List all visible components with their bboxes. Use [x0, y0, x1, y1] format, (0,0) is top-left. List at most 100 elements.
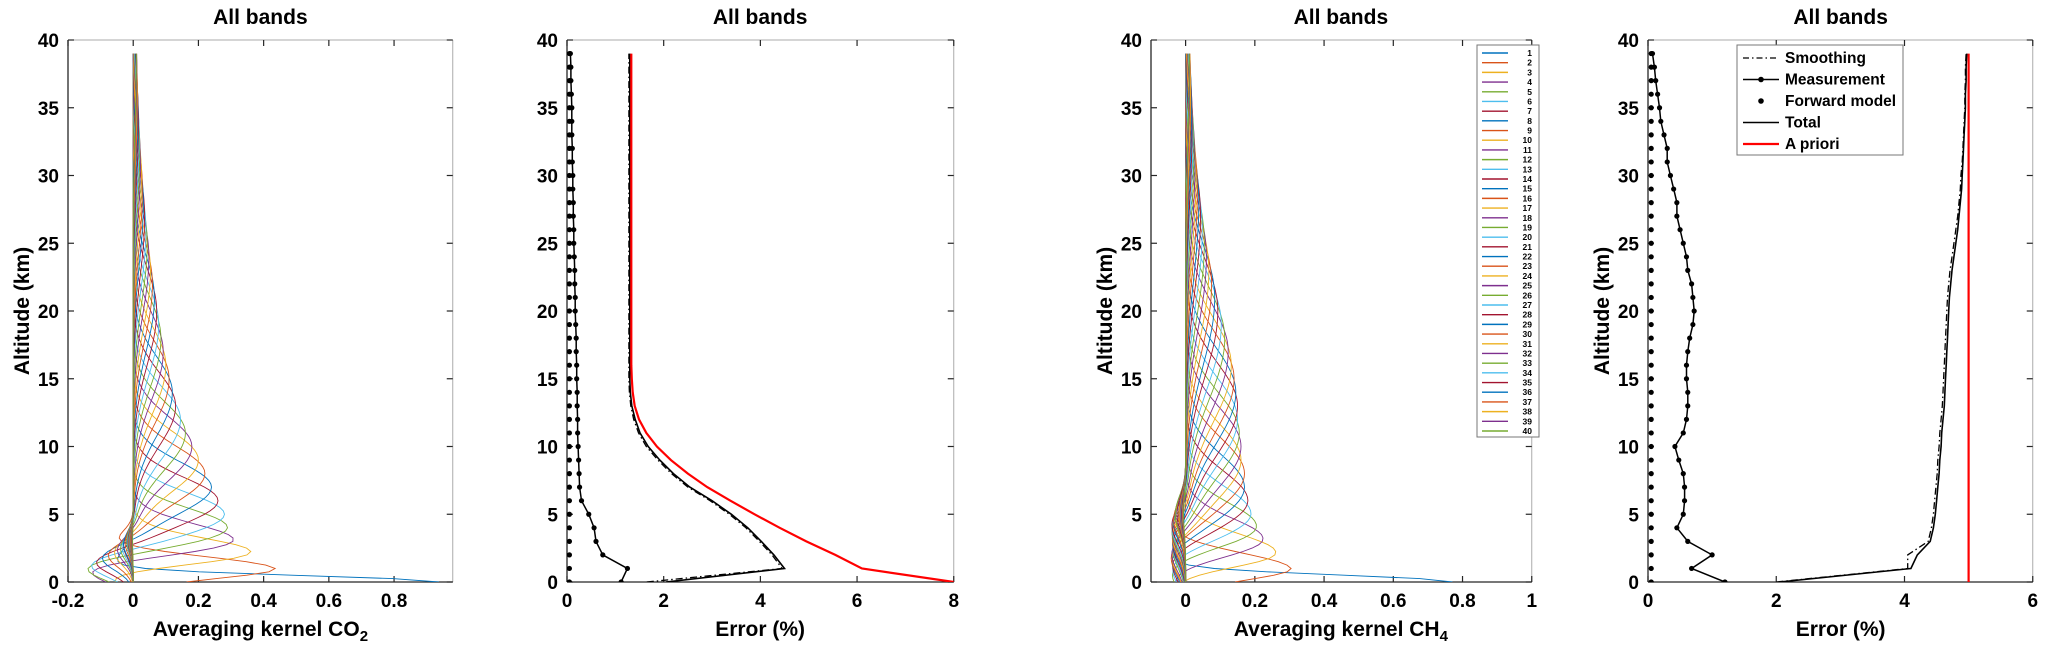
series-forward-model-dot — [1648, 200, 1655, 206]
kernel-curves — [87, 53, 439, 582]
x-axis-label: Averaging kernel CO2 — [68, 618, 453, 645]
series-forward-model-dot — [566, 538, 572, 544]
series-forward-model-dot — [566, 416, 572, 422]
x-axis-label-text: Error (%) — [1795, 618, 1886, 641]
plot-box — [67, 39, 454, 583]
series-forward-model-dot — [1648, 362, 1655, 368]
series-forward-model-dot — [566, 565, 572, 572]
series-forward-model-dot — [566, 227, 572, 233]
svg-text:4: 4 — [1899, 591, 1910, 612]
svg-text:25: 25 — [537, 234, 559, 255]
series-forward-model-dot — [1648, 430, 1655, 436]
svg-text:40: 40 — [537, 31, 558, 52]
svg-text:25: 25 — [1120, 234, 1142, 255]
svg-text:4: 4 — [1527, 77, 1532, 87]
svg-text:20: 20 — [1618, 302, 1639, 323]
svg-text:0.2: 0.2 — [1241, 591, 1267, 612]
svg-text:35: 35 — [1618, 99, 1640, 120]
svg-text:17: 17 — [1522, 203, 1532, 213]
svg-text:39: 39 — [1522, 416, 1532, 426]
svg-text:10: 10 — [1522, 135, 1532, 145]
svg-text:1: 1 — [1526, 591, 1537, 612]
svg-text:Measurement: Measurement — [1785, 72, 1885, 89]
chart-title: All bands — [712, 6, 808, 29]
series-forward-model-dot — [1648, 50, 1655, 57]
svg-text:7: 7 — [1527, 106, 1532, 116]
series-forward-model-dot — [1648, 525, 1655, 531]
svg-text:0: 0 — [561, 591, 572, 612]
series-forward-model-dot — [566, 159, 572, 165]
series-legend: Smoothing Measurement Forward model Total A … — [1736, 44, 1904, 156]
series-forward-model-dot — [566, 267, 572, 273]
x-axis-label: Error (%) — [1648, 618, 2033, 645]
svg-text:15: 15 — [1120, 370, 1142, 391]
series-forward-model-dot — [1648, 416, 1655, 422]
series-forward-model-dot — [566, 213, 572, 219]
series-forward-model-dot — [566, 525, 572, 531]
x-axis-label-subscript: 2 — [359, 628, 369, 646]
svg-text:0.8: 0.8 — [1449, 591, 1475, 612]
svg-text:25: 25 — [1522, 281, 1532, 291]
ch4-averaging-kernel-chart: 0 0.2 0.4 0.6 0.8 105101520253035401234567891… — [1120, 31, 1539, 612]
svg-text:2: 2 — [1527, 58, 1532, 68]
series-forward-model-dot — [566, 457, 572, 463]
svg-text:Smoothing: Smoothing — [1785, 50, 1866, 67]
series-forward-model-dot — [1648, 227, 1655, 233]
series-forward-model-dot — [1648, 159, 1655, 165]
svg-text:0: 0 — [1131, 573, 1142, 594]
svg-text:10: 10 — [537, 438, 558, 459]
axis-ticks — [67, 39, 453, 583]
series-forward-model-dot — [566, 579, 572, 582]
series-forward-model-dot — [566, 443, 572, 450]
series-forward-model-dot — [566, 308, 572, 314]
series-forward-model-dot — [1648, 172, 1655, 179]
svg-text:37: 37 — [1522, 397, 1532, 407]
kernel-legend: 1234567891011121314151617181920212223242… — [1476, 44, 1539, 438]
svg-text:6: 6 — [2028, 591, 2039, 612]
series-forward-model-dot — [1648, 186, 1655, 192]
panel-co2-averaging-kernels: -0.2 0 0.2 0.4 0.6 0.8 0 5 10 15 20 25 30 35 40 All ba… — [0, 0, 517, 669]
series-forward-model-dot — [1648, 118, 1655, 124]
svg-text:24: 24 — [1522, 271, 1532, 281]
series-forward-model-dot — [566, 349, 572, 355]
svg-text:1: 1 — [1527, 48, 1532, 58]
chart-title: All bands — [213, 6, 308, 29]
y-axis-label: Altitude (km) — [1093, 246, 1117, 376]
series-forward-model-dot — [1648, 565, 1655, 572]
svg-text:0.4: 0.4 — [250, 591, 277, 612]
svg-text:0: 0 — [1643, 591, 1654, 612]
svg-text:11: 11 — [1523, 145, 1532, 155]
series-forward-model-dot — [566, 254, 572, 260]
series-forward-model-dot — [1648, 78, 1655, 84]
svg-text:0: 0 — [48, 573, 59, 594]
svg-text:40: 40 — [1618, 31, 1639, 52]
panel-ch4-averaging-kernels: 0 0.2 0.4 0.6 0.8 1 0 5 10 15 20 25 30 35 40 1 2 3 4 5 6 7 8 9 1… — [1034, 0, 1551, 669]
panel-co2-error: 0 2 4 6 8 0 5 10 15 20 25 30 35 40 All bands Error (%… — [517, 0, 1034, 669]
series-forward-model-dot — [1648, 511, 1655, 517]
axis-tick-labels: 0 2 4 6 0 5 10 15 20 25 30 35 40 — [1618, 31, 2038, 612]
svg-text:0: 0 — [128, 591, 139, 612]
series-forward-model-dot — [1648, 64, 1655, 70]
series-forward-model-dot — [566, 118, 572, 124]
series-forward-model-dot — [566, 430, 572, 436]
svg-text:0.6: 0.6 — [1380, 591, 1406, 612]
svg-text:5: 5 — [1131, 505, 1142, 526]
svg-text:40: 40 — [38, 31, 59, 52]
svg-text:16: 16 — [1522, 193, 1532, 203]
chart-title: All bands — [1793, 6, 1888, 29]
svg-text:26: 26 — [1522, 290, 1532, 300]
svg-text:0: 0 — [1629, 573, 1640, 594]
series-forward-model-dot — [1648, 91, 1655, 97]
svg-text:38: 38 — [1522, 407, 1532, 417]
svg-text:Total: Total — [1785, 115, 1821, 132]
series-forward-model-dot — [566, 498, 572, 504]
svg-text:40: 40 — [1522, 426, 1532, 436]
error-series — [566, 50, 954, 582]
x-axis-label-text: Averaging kernel CH — [1233, 618, 1440, 641]
series-forward-model-dot — [566, 281, 572, 287]
svg-text:20: 20 — [1120, 302, 1141, 323]
chart-title: All bands — [1293, 6, 1389, 29]
series-forward-model-dot — [1648, 321, 1655, 328]
